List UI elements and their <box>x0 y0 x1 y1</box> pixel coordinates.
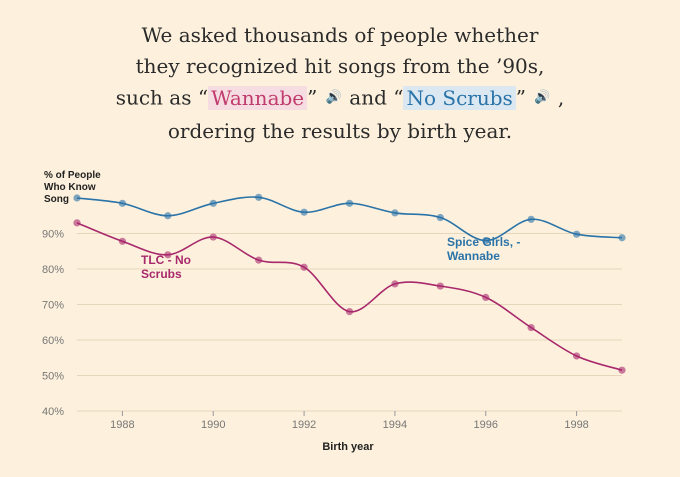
y-tick-label: 40% <box>42 406 64 418</box>
series-label-line: TLC - No <box>141 253 191 267</box>
data-point-b[interactable] <box>618 366 626 374</box>
y-axis-label-line: % of People <box>44 170 101 181</box>
x-tick-label: 1994 <box>383 419 407 431</box>
x-tick-label: 1988 <box>110 419 134 431</box>
data-point-a[interactable] <box>73 194 81 202</box>
song-wannabe-highlight: Wannabe <box>208 85 308 110</box>
data-point-a[interactable] <box>118 199 127 207</box>
series-labels: Spice Girls, -Wannabe TLC - No Scrubs <box>141 235 520 281</box>
headline-line-3: such as “Wannabe” 🔊 and “No Scrubs” 🔊 , <box>0 82 680 116</box>
y-tick-label: 50% <box>42 371 64 383</box>
y-axis: 40% 50% 60% 70% 80% 90% <box>42 229 64 419</box>
data-point-a[interactable] <box>482 237 490 245</box>
data-point-a[interactable] <box>391 209 399 217</box>
headline-text: ” <box>515 85 533 110</box>
headline-text: , <box>551 85 565 110</box>
headline-text: and “ <box>342 85 404 110</box>
y-axis-label: % of People Who Know Song <box>44 170 101 205</box>
data-point-b[interactable] <box>209 233 217 241</box>
headline-text: ” <box>307 85 324 110</box>
y-axis-label-line: Who Know <box>44 182 96 193</box>
data-point-b[interactable] <box>482 293 490 301</box>
y-tick-label: 70% <box>42 300 64 312</box>
data-point-a[interactable] <box>572 230 581 238</box>
headline-text: such as “ <box>115 85 209 110</box>
x-axis: 1988 1990 1992 1994 1996 1998 <box>110 411 589 431</box>
y-tick-label: 90% <box>42 229 64 241</box>
data-point-a[interactable] <box>618 234 626 242</box>
data-point-a[interactable] <box>527 215 535 223</box>
series-label-line: Scrubs <box>141 267 182 281</box>
headline-line-1: We asked thousands of people whether <box>141 23 539 47</box>
series-label-b: TLC - No Scrubs <box>141 253 191 281</box>
data-point-b[interactable] <box>164 251 172 259</box>
data-point-a[interactable] <box>436 213 444 222</box>
data-point-a[interactable] <box>345 199 354 207</box>
speaker-icon[interactable]: 🔊 <box>534 90 551 105</box>
headline-line-4: ordering the results by birth year. <box>167 119 513 143</box>
data-point-a[interactable] <box>209 199 217 207</box>
y-axis-label-line: Song <box>44 194 69 205</box>
x-tick-label: 1996 <box>474 419 498 431</box>
data-point-a[interactable] <box>255 193 263 201</box>
data-point-b[interactable] <box>118 237 127 245</box>
data-point-b[interactable] <box>255 256 263 264</box>
gridlines <box>77 233 622 412</box>
data-point-a[interactable] <box>164 212 172 220</box>
data-point-b[interactable] <box>436 282 444 290</box>
data-point-b[interactable] <box>391 280 399 288</box>
data-point-b[interactable] <box>527 323 535 332</box>
headline-line-2: they recognized hit songs from the ’90s, <box>135 54 545 78</box>
data-point-a[interactable] <box>300 208 308 216</box>
series-label-line: Spice Girls, - <box>447 235 520 249</box>
data-point-b[interactable] <box>572 352 581 360</box>
series-label-line: Wannabe <box>447 249 500 263</box>
y-tick-label: 80% <box>42 264 64 276</box>
song-no-scrubs-highlight: No Scrubs <box>403 85 516 110</box>
x-tick-label: 1998 <box>564 419 588 431</box>
data-point-b[interactable] <box>300 263 308 271</box>
series-label-a: Spice Girls, -Wannabe <box>447 235 520 263</box>
headline: We asked thousands of people whether the… <box>0 20 680 147</box>
x-axis-label: Birth year <box>322 441 374 453</box>
y-tick-label: 60% <box>42 335 64 347</box>
series-group <box>73 193 626 374</box>
speaker-icon[interactable]: 🔊 <box>325 90 342 105</box>
x-tick-label: 1990 <box>201 419 225 431</box>
x-tick-label: 1992 <box>292 419 316 431</box>
data-point-b[interactable] <box>73 219 81 227</box>
series-line-b <box>76 222 623 371</box>
data-point-b[interactable] <box>345 308 354 316</box>
